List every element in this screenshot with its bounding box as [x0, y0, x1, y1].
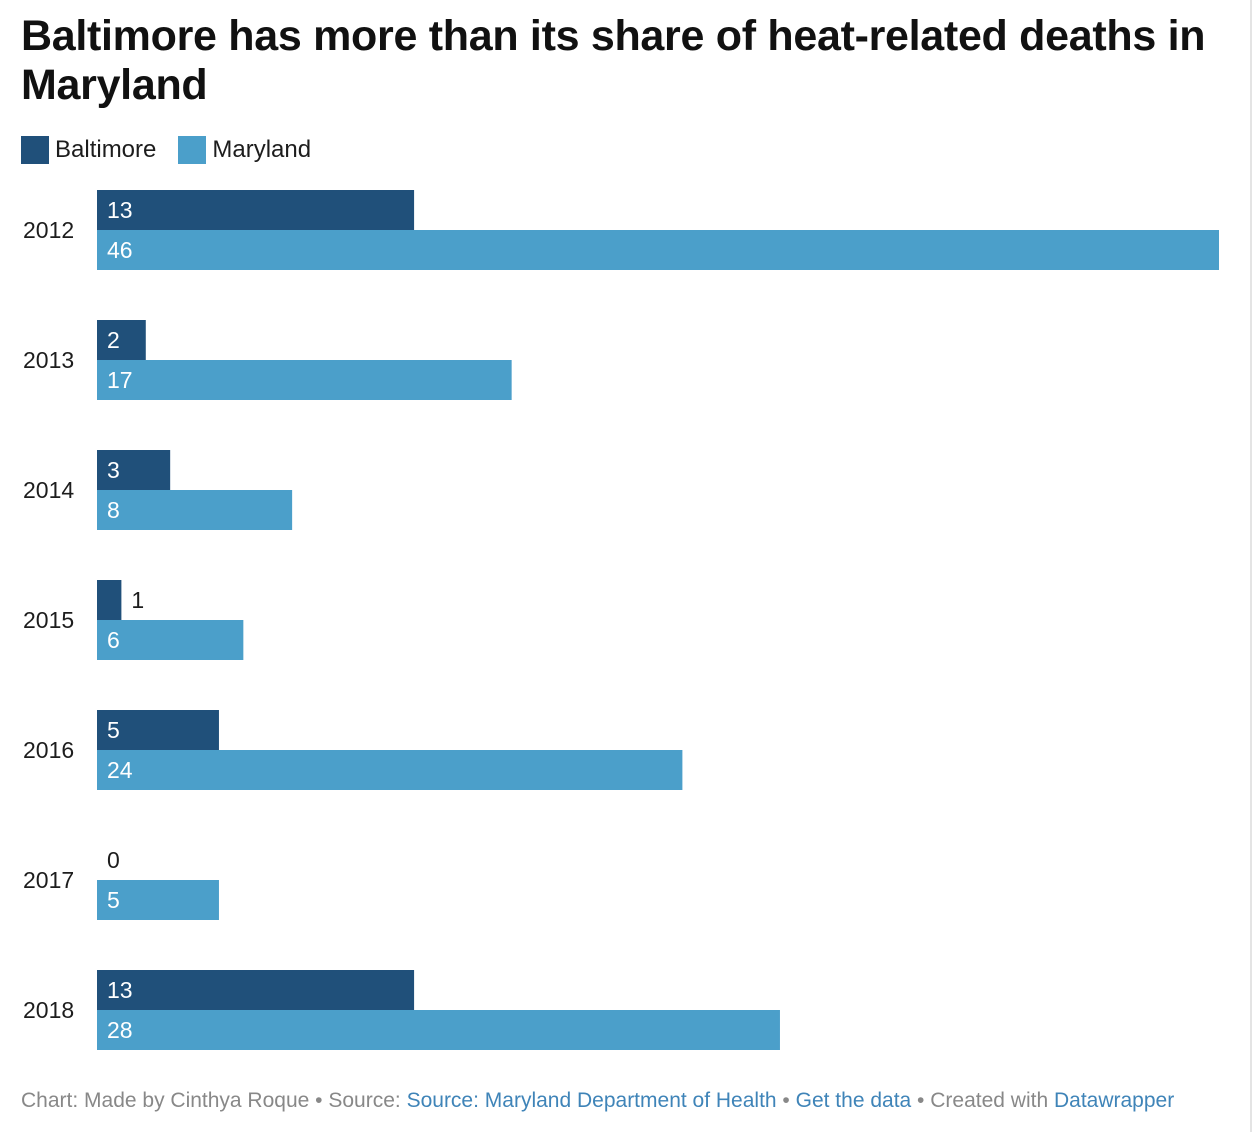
category-label: 2017: [23, 867, 74, 893]
value-label: 46: [107, 237, 133, 263]
source-link[interactable]: Source: Maryland Department of Health: [406, 1089, 777, 1112]
category-label: 2018: [23, 997, 74, 1023]
category-label: 2014: [23, 477, 74, 503]
footer-separator: •: [911, 1089, 931, 1112]
bar-maryland: [97, 1010, 780, 1050]
bar-maryland: [97, 490, 293, 530]
category-label: 2013: [23, 347, 74, 373]
bar-maryland: [97, 360, 512, 400]
bar-baltimore: [97, 710, 219, 750]
bar-baltimore: [97, 970, 415, 1010]
chart-title: Baltimore has more than its share of hea…: [21, 12, 1206, 109]
footer-separator: •: [309, 1089, 329, 1112]
footer-created-label: Created with: [930, 1089, 1054, 1112]
value-label: 5: [107, 717, 120, 743]
value-label: 28: [107, 1017, 133, 1043]
bar-baltimore: [97, 580, 122, 620]
bar-chart: 2012 13 46 2013 2 17 2014 3 8 2015 16 2016 5 24 2017 0 5…: [23, 190, 1219, 1050]
bar-maryland: [97, 750, 683, 790]
bar-maryland: [97, 620, 244, 660]
chart-footer: Chart: Made by Cinthya Roque • Source: S…: [21, 1089, 1174, 1113]
value-label: 17: [107, 367, 133, 393]
footer-source-label: Source:: [328, 1089, 407, 1112]
bar-maryland: [97, 230, 1219, 270]
bar-baltimore: [97, 450, 171, 490]
datawrapper-link[interactable]: Datawrapper: [1053, 1089, 1175, 1112]
category-label: 2016: [23, 737, 74, 763]
value-label: 3: [107, 457, 120, 483]
legend-item-maryland: Maryland: [178, 136, 311, 164]
legend-swatch-baltimore: [21, 136, 49, 164]
bar-maryland: [97, 880, 219, 920]
legend-swatch-maryland: [178, 136, 207, 164]
page-right-border: [1250, 0, 1252, 1132]
category-label: 2012: [23, 217, 74, 243]
get-the-data-link[interactable]: Get the data: [795, 1089, 912, 1112]
value-label: 1: [131, 587, 144, 613]
bar-baltimore: [97, 320, 146, 360]
value-label: 13: [107, 197, 133, 223]
value-label: 8: [107, 497, 120, 523]
value-label: 13: [107, 977, 133, 1003]
category-label: 2015: [23, 607, 74, 633]
legend-item-baltimore: Baltimore: [21, 136, 156, 164]
chart-legend: Baltimore Maryland: [21, 135, 333, 165]
value-label: 6: [107, 627, 120, 653]
footer-separator: •: [776, 1089, 796, 1112]
value-label: 2: [107, 327, 120, 353]
legend-label-baltimore: Baltimore: [55, 136, 157, 163]
legend-label-maryland: Maryland: [212, 136, 312, 163]
value-label: 24: [107, 757, 133, 783]
bar-baltimore: [97, 190, 415, 230]
value-label: 5: [107, 887, 120, 913]
value-label: 0: [107, 847, 120, 873]
footer-credit: Chart: Made by Cinthya Roque: [21, 1089, 310, 1112]
